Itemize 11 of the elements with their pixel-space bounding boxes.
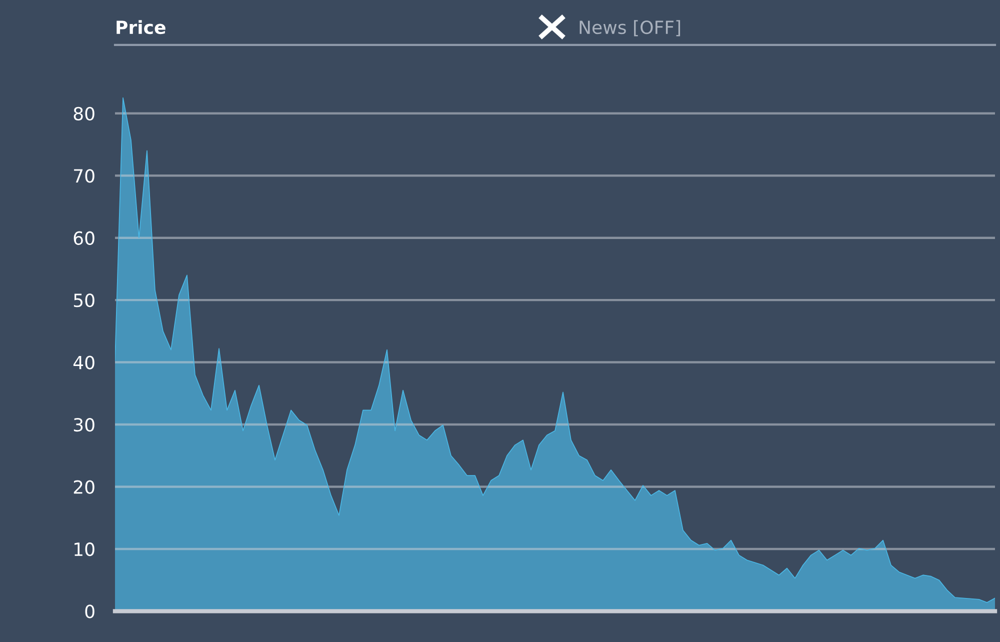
y-tick-label: 0 bbox=[85, 604, 94, 618]
y-tick-label: 70 bbox=[74, 169, 94, 183]
y-tick-label: 50 bbox=[74, 294, 94, 308]
y-tick-label: 60 bbox=[74, 231, 94, 245]
y-tick-label: 30 bbox=[74, 418, 94, 432]
y-tick-label: 40 bbox=[73, 356, 94, 370]
y-tick-label: 10 bbox=[74, 542, 94, 556]
y-axis-title: Price bbox=[116, 20, 166, 34]
y-tick-label: 80 bbox=[74, 106, 94, 121]
text: News [OFF] bbox=[580, 20, 680, 36]
y-tick-label: 20 bbox=[74, 480, 94, 494]
